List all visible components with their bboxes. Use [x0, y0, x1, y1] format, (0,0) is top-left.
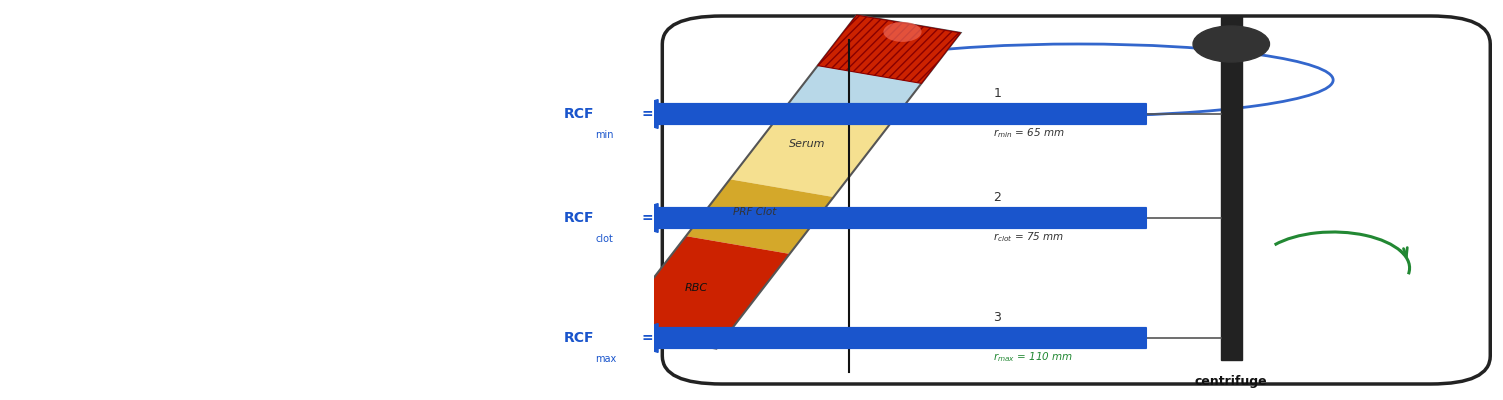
Text: RCF: RCF: [564, 331, 594, 345]
Circle shape: [1193, 26, 1270, 62]
Text: PRF Clot: PRF Clot: [733, 207, 777, 217]
Text: max: max: [595, 354, 616, 364]
FancyArrow shape: [612, 324, 1147, 352]
Text: Serum: Serum: [789, 139, 825, 149]
Text: r$_{clot}$ = 75 mm: r$_{clot}$ = 75 mm: [993, 230, 1064, 244]
Polygon shape: [818, 15, 960, 84]
Text: = 419: = 419: [642, 107, 687, 121]
Polygon shape: [789, 66, 921, 121]
Text: RCF: RCF: [564, 107, 594, 121]
Text: 3: 3: [993, 311, 1001, 324]
Text: clot: clot: [595, 234, 613, 244]
Polygon shape: [685, 179, 834, 254]
Polygon shape: [818, 15, 960, 84]
FancyArrow shape: [612, 204, 1147, 232]
Text: 1: 1: [993, 87, 1001, 100]
Text: RCF: RCF: [564, 211, 594, 225]
Text: = 710: = 710: [642, 331, 687, 345]
Text: = 484: = 484: [642, 211, 688, 225]
Text: r$_{min}$ = 65 mm: r$_{min}$ = 65 mm: [993, 126, 1066, 140]
Polygon shape: [613, 236, 789, 349]
Text: r$_{max}$ = 110 mm: r$_{max}$ = 110 mm: [993, 350, 1073, 364]
Text: min: min: [595, 130, 613, 140]
Text: RBC: RBC: [685, 283, 708, 293]
Bar: [1220, 16, 1241, 360]
Text: centrifuge: centrifuge: [1195, 376, 1267, 388]
Text: 2: 2: [993, 191, 1001, 204]
FancyArrow shape: [612, 100, 1147, 128]
FancyBboxPatch shape: [663, 16, 1491, 384]
Ellipse shape: [884, 22, 921, 42]
Polygon shape: [730, 104, 893, 197]
